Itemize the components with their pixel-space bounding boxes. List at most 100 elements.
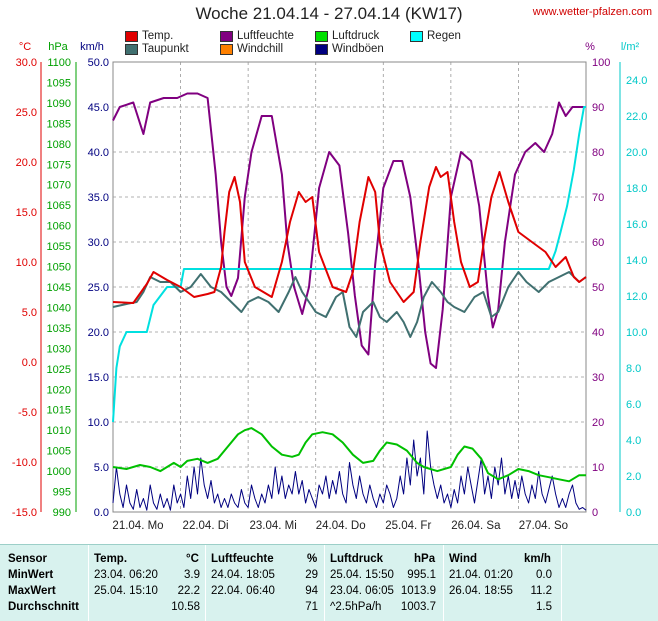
axis-tick-label-pressure: 1075 <box>47 159 71 171</box>
x-day-label: 22.04. Di <box>183 520 229 532</box>
axis-tick-label-rain: 16.0 <box>626 219 647 231</box>
stats-row-min: MinWert 23.04. 06:20 3.9 24.04. 18:05 29… <box>0 567 658 582</box>
stats-temp-time: 25.04. 15:10 <box>94 585 158 597</box>
stats-hum-value: 94 <box>305 585 318 597</box>
legend-swatch <box>220 30 233 42</box>
stats-wind-value: 0.0 <box>536 569 552 581</box>
axis-tick-label-temp: 10.0 <box>16 257 37 269</box>
stats-wind-time: 26.04. 18:55 <box>449 585 513 597</box>
axis-unit-humidity: % <box>585 41 595 53</box>
legend-temp: Temp. <box>125 30 173 42</box>
chart-title: Woche 21.04.14 - 27.04.14 (KW17) <box>195 4 463 23</box>
legend-swatch <box>125 30 138 42</box>
x-day-label: 23.04. Mi <box>249 520 296 532</box>
axis-tick-label-pressure: 990 <box>53 507 71 519</box>
axis-unit-wind: km/h <box>80 41 104 53</box>
stats-header-row: Sensor Temp. °C Luftfeuchte % Luftdruck … <box>0 551 658 566</box>
axis-tick-label-pressure: 1085 <box>47 118 71 130</box>
axis-tick-label-pressure: 1095 <box>47 77 71 89</box>
axis-tick-label-rain: 10.0 <box>626 327 647 339</box>
axis-tick-label-wind: 10.0 <box>88 417 109 429</box>
stats-wind-value: 1.5 <box>536 601 552 613</box>
axis-tick-label-humidity: 90 <box>592 102 604 114</box>
x-day-label: 25.04. Fr <box>385 520 431 532</box>
axis-tick-label-humidity: 50 <box>592 282 604 294</box>
axis-tick-label-wind: 40.0 <box>88 147 109 159</box>
axis-tick-label-humidity: 20 <box>592 417 604 429</box>
legend-label: Luftfeuchte <box>237 30 294 42</box>
legend-label: Taupunkt <box>142 43 189 55</box>
axis-unit-pressure: hPa <box>48 41 68 53</box>
x-day-label: 27.04. So <box>519 520 568 532</box>
axis-tick-label-rain: 2.0 <box>626 471 641 483</box>
stats-header-temp: Temp. <box>94 553 128 565</box>
axis-tick-label-temp: 5.0 <box>22 307 37 319</box>
axis-unit-rain: l/m² <box>621 41 640 53</box>
axis-tick-label-rain: 8.0 <box>626 363 641 375</box>
weather-chart: -15.0 -10.0 -5.0 0.0 5.0 10.0 15.0 20.0 25.0 30.0… <box>12 41 648 532</box>
stats-header-wind: Wind <box>449 553 477 565</box>
stats-hum-value: 29 <box>305 569 318 581</box>
x-day-label: 21.04. Mo <box>112 520 163 532</box>
stats-header-pressure: Luftdruck <box>330 553 384 565</box>
legend-label: Luftdruck <box>332 30 380 42</box>
stats-row-max: MaxWert 25.04. 15:10 22.2 22.04. 06:40 9… <box>0 583 658 598</box>
stats-press-value: 995.1 <box>407 569 436 581</box>
axis-tick-label-rain: 20.0 <box>626 147 647 159</box>
axis-tick-label-humidity: 100 <box>592 57 610 69</box>
axis-unit-temp: °C <box>19 41 31 53</box>
legend-rain: Regen <box>410 30 461 42</box>
stats-press-time: 25.04. 15:50 <box>330 569 394 581</box>
axis-tick-label-pressure: 1040 <box>47 302 71 314</box>
axis-tick-label-pressure: 995 <box>53 487 71 499</box>
series-line-temp <box>112 166 587 304</box>
legend-label: Windböen <box>332 43 384 55</box>
axis-tick-label-pressure: 1055 <box>47 241 71 253</box>
axis-tick-label-rain: 6.0 <box>626 399 641 411</box>
axis-tick-label-pressure: 1050 <box>47 262 71 274</box>
stats-header-pressure-unit: hPa <box>414 553 436 565</box>
axis-tick-label-humidity: 80 <box>592 147 604 159</box>
stats-panel: Sensor Temp. °C Luftfeuchte % Luftdruck … <box>0 544 658 621</box>
axis-tick-label-temp: 15.0 <box>16 207 37 219</box>
stats-header-sensor: Sensor <box>8 553 47 565</box>
axis-tick-label-temp: -15.0 <box>12 507 37 519</box>
legend-humidity: Luftfeuchte <box>220 30 294 42</box>
axis-tick-label-rain: 12.0 <box>626 291 647 303</box>
axis-tick-label-pressure: 1045 <box>47 282 71 294</box>
stats-press-trend: ^2.5hPa/h <box>330 601 382 613</box>
site-url[interactable]: www.wetter-pfalzen.com <box>532 6 652 18</box>
axis-tick-label-humidity: 40 <box>592 327 604 339</box>
axis-tick-label-rain: 24.0 <box>626 75 647 87</box>
axis-tick-label-wind: 35.0 <box>88 192 109 204</box>
stats-hum-value: 71 <box>305 601 318 613</box>
axis-tick-label-temp: 20.0 <box>16 157 37 169</box>
axis-tick-label-pressure: 1100 <box>47 57 71 69</box>
axis-tick-label-rain: 14.0 <box>626 255 647 267</box>
stats-row-label: Durchschnitt <box>8 601 79 613</box>
stats-temp-value: 3.9 <box>184 569 200 581</box>
series-line-regen <box>112 106 586 423</box>
stats-header-temp-unit: °C <box>186 553 199 565</box>
legend-swatch <box>220 43 233 55</box>
axis-tick-label-temp: -10.0 <box>12 457 37 469</box>
stats-header-humidity: Luftfeuchte <box>211 553 274 565</box>
legend-swatch <box>125 43 138 55</box>
series-line-luftdruck <box>112 427 586 483</box>
legend-pressure: Luftdruck <box>315 30 379 42</box>
axis-tick-label-pressure: 1000 <box>47 466 71 478</box>
axis-tick-label-pressure: 1060 <box>47 221 71 233</box>
stats-wind-value: 11.2 <box>530 585 552 597</box>
stats-press-value: 1013.9 <box>400 585 436 597</box>
axis-tick-label-pressure: 1090 <box>47 98 71 110</box>
axis-tick-label-humidity: 0 <box>592 507 598 519</box>
axis-tick-label-pressure: 1070 <box>47 180 71 192</box>
axis-tick-label-temp: 25.0 <box>16 107 37 119</box>
stats-temp-time: 23.04. 06:20 <box>94 569 158 581</box>
axis-tick-label-wind: 50.0 <box>88 57 109 69</box>
axis-tick-label-temp: 0.0 <box>22 357 37 369</box>
axis-tick-label-humidity: 70 <box>592 192 604 204</box>
series-line-taupunkt <box>112 271 587 338</box>
axis-tick-label-wind: 15.0 <box>88 372 109 384</box>
axis-tick-label-pressure: 1035 <box>47 323 71 335</box>
